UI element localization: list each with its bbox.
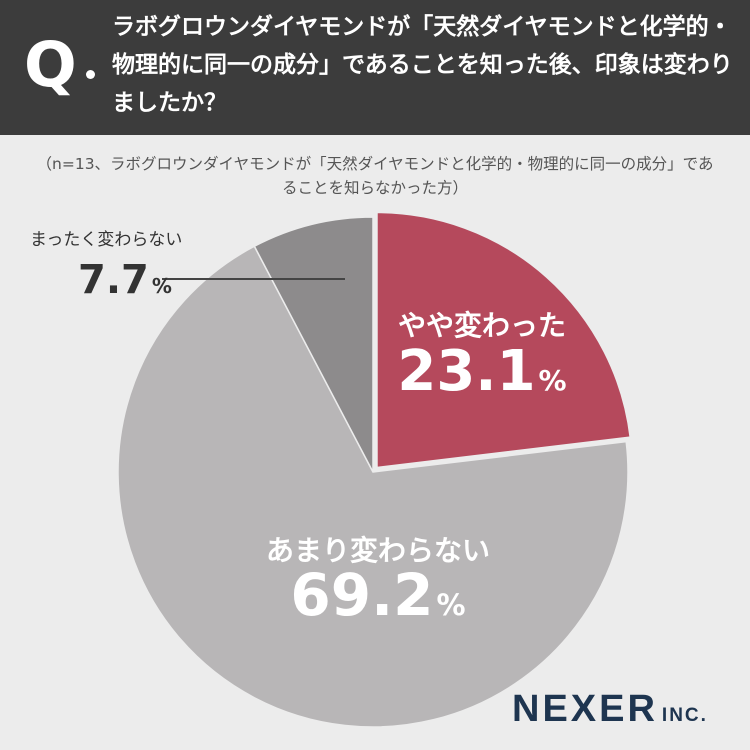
question-header: Q ラボグロウンダイヤモンドが「天然ダイヤモンドと化学的・物理的に同一の成分」で… bbox=[0, 0, 750, 135]
slice-name-not-much-changed: あまり変わらない bbox=[266, 534, 490, 567]
question-text: ラボグロウンダイヤモンドが「天然ダイヤモンドと化学的・物理的に同一の成分」である… bbox=[112, 14, 733, 116]
pie-slice-not-changed-at-all bbox=[253, 216, 374, 473]
slice-label-not-changed-at-all: まったく変わらない 7.7% bbox=[30, 230, 345, 303]
slice-value-changed-somewhat: 23.1% bbox=[397, 339, 566, 404]
pie-slice-changed-somewhat bbox=[376, 211, 632, 469]
slice-value-not-much-changed: 69.2% bbox=[290, 561, 465, 629]
slice-name-not-changed-at-all: まったく変わらない bbox=[30, 230, 182, 250]
q-dot bbox=[86, 70, 95, 79]
slice-name-changed-somewhat: やや変わった bbox=[398, 309, 566, 342]
slice-value-not-changed-at-all: 7.7% bbox=[78, 257, 172, 303]
q-mark: Q bbox=[24, 28, 77, 101]
pie-slice-not-much-changed bbox=[117, 245, 629, 728]
logo-sub: INC. bbox=[661, 705, 708, 726]
logo-main: NEXER bbox=[512, 688, 658, 730]
sample-note: （n=13、ラボグロウンダイヤモンドが「天然ダイヤモンドと化学的・物理的に同一の… bbox=[36, 155, 714, 197]
nexer-logo: NEXER INC. bbox=[512, 688, 708, 731]
